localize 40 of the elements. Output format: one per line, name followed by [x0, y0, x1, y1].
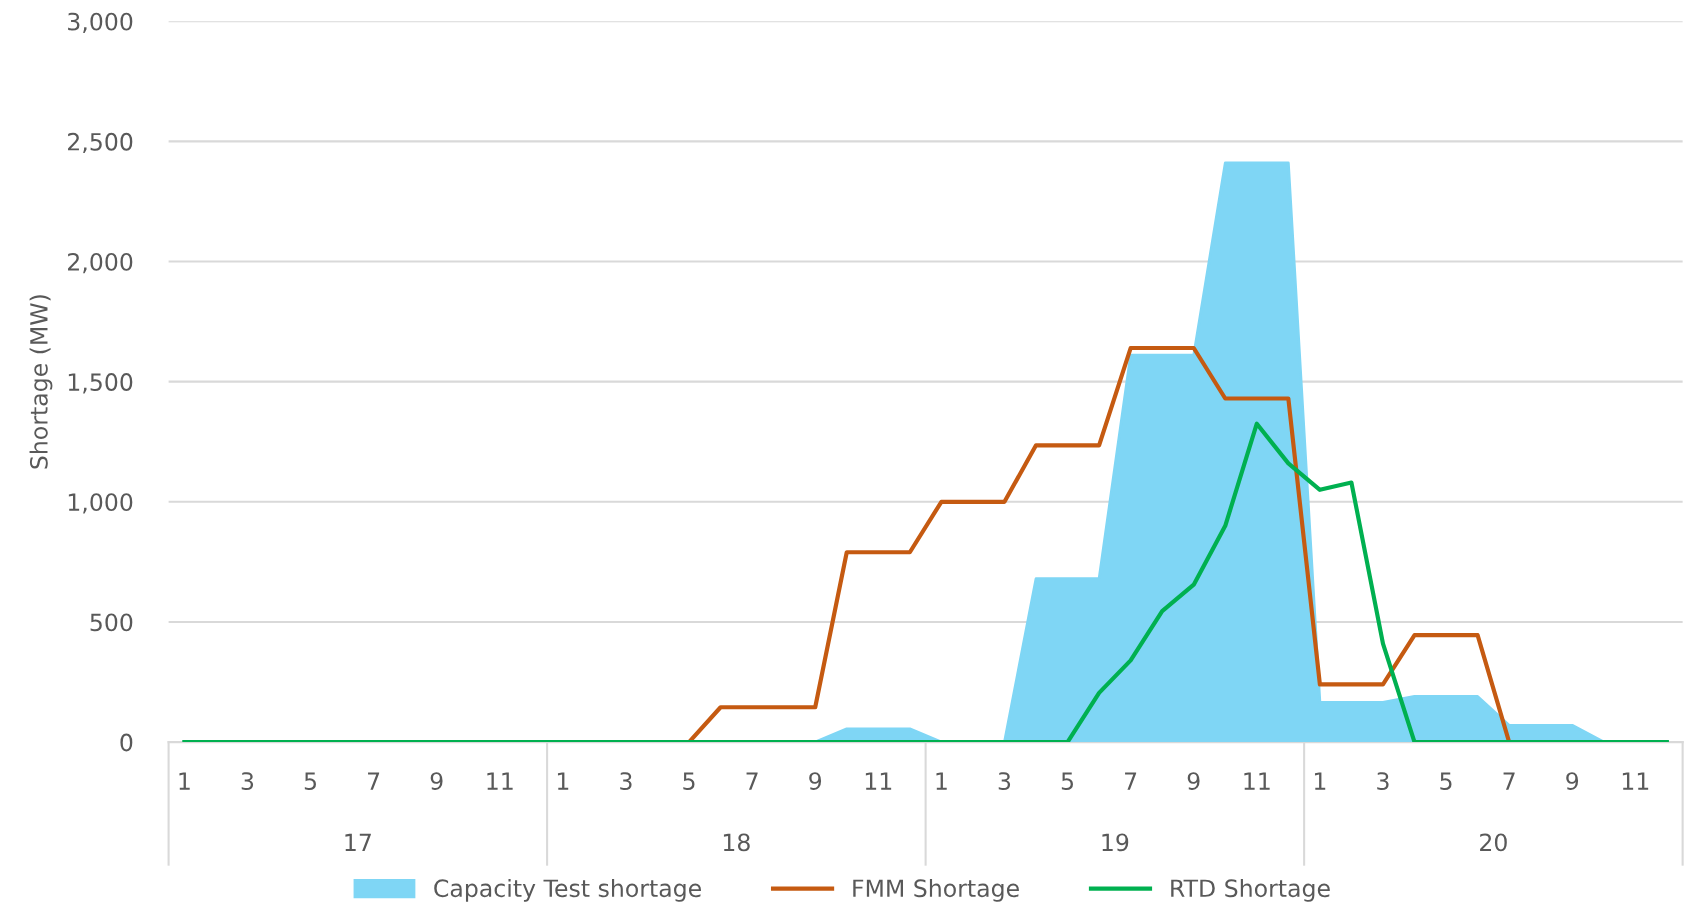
- x-tick-label: 3: [998, 772, 1011, 791]
- y-tick-label: 0: [120, 733, 133, 752]
- x-tick-label: 5: [1061, 772, 1073, 791]
- legend-label: Capacity Test shortage: [434, 878, 701, 902]
- x-tick-label: 3: [620, 772, 632, 791]
- x-tick-label: 7: [1125, 772, 1137, 790]
- y-tick-label: 1,500: [68, 373, 133, 394]
- y-tick-label: 500: [90, 613, 133, 632]
- y-tick-label: 1,000: [68, 493, 133, 514]
- x-tick-label: 7: [1503, 772, 1515, 790]
- x-tick-label: 1: [936, 772, 947, 790]
- y-axis-title: Shortage (MW): [29, 295, 53, 469]
- x-tick-label: 9: [430, 772, 443, 791]
- x-tick-label: 5: [1440, 772, 1452, 791]
- x-tick-label: 11: [1244, 772, 1270, 790]
- legend-label: RTD Shortage: [1171, 878, 1330, 902]
- text: 19: [1102, 833, 1129, 852]
- x-tick-label: 9: [809, 772, 822, 791]
- x-tick-label: 1: [1314, 772, 1326, 790]
- y-tick-label: 3,000: [68, 12, 133, 33]
- x-tick-label: 3: [1377, 772, 1389, 791]
- line-series: [182, 421, 1669, 743]
- y-tick-label: 2,500: [68, 132, 133, 154]
- x-tick-label: 11: [865, 772, 892, 790]
- x-tick-label: 3: [241, 772, 254, 791]
- x-tick-label: 1: [557, 772, 569, 790]
- legend-label: FMM Shortage: [853, 878, 1019, 902]
- x-tick-label: 11: [1622, 772, 1649, 790]
- x-tick-label: 9: [1187, 772, 1200, 791]
- x-tick-label: 7: [746, 772, 758, 790]
- x-tick-label: 1: [179, 772, 190, 790]
- text: 20: [1480, 833, 1507, 852]
- x-tick-label: 7: [368, 772, 380, 790]
- x-tick-label: 5: [304, 772, 316, 791]
- x-tick-label: 11: [487, 772, 513, 790]
- text: 17: [345, 833, 371, 851]
- x-tick-label: 9: [1566, 772, 1579, 791]
- text: 18: [723, 833, 750, 852]
- y-tick-label: 2,000: [68, 252, 133, 274]
- x-tick-label: 5: [683, 772, 695, 791]
